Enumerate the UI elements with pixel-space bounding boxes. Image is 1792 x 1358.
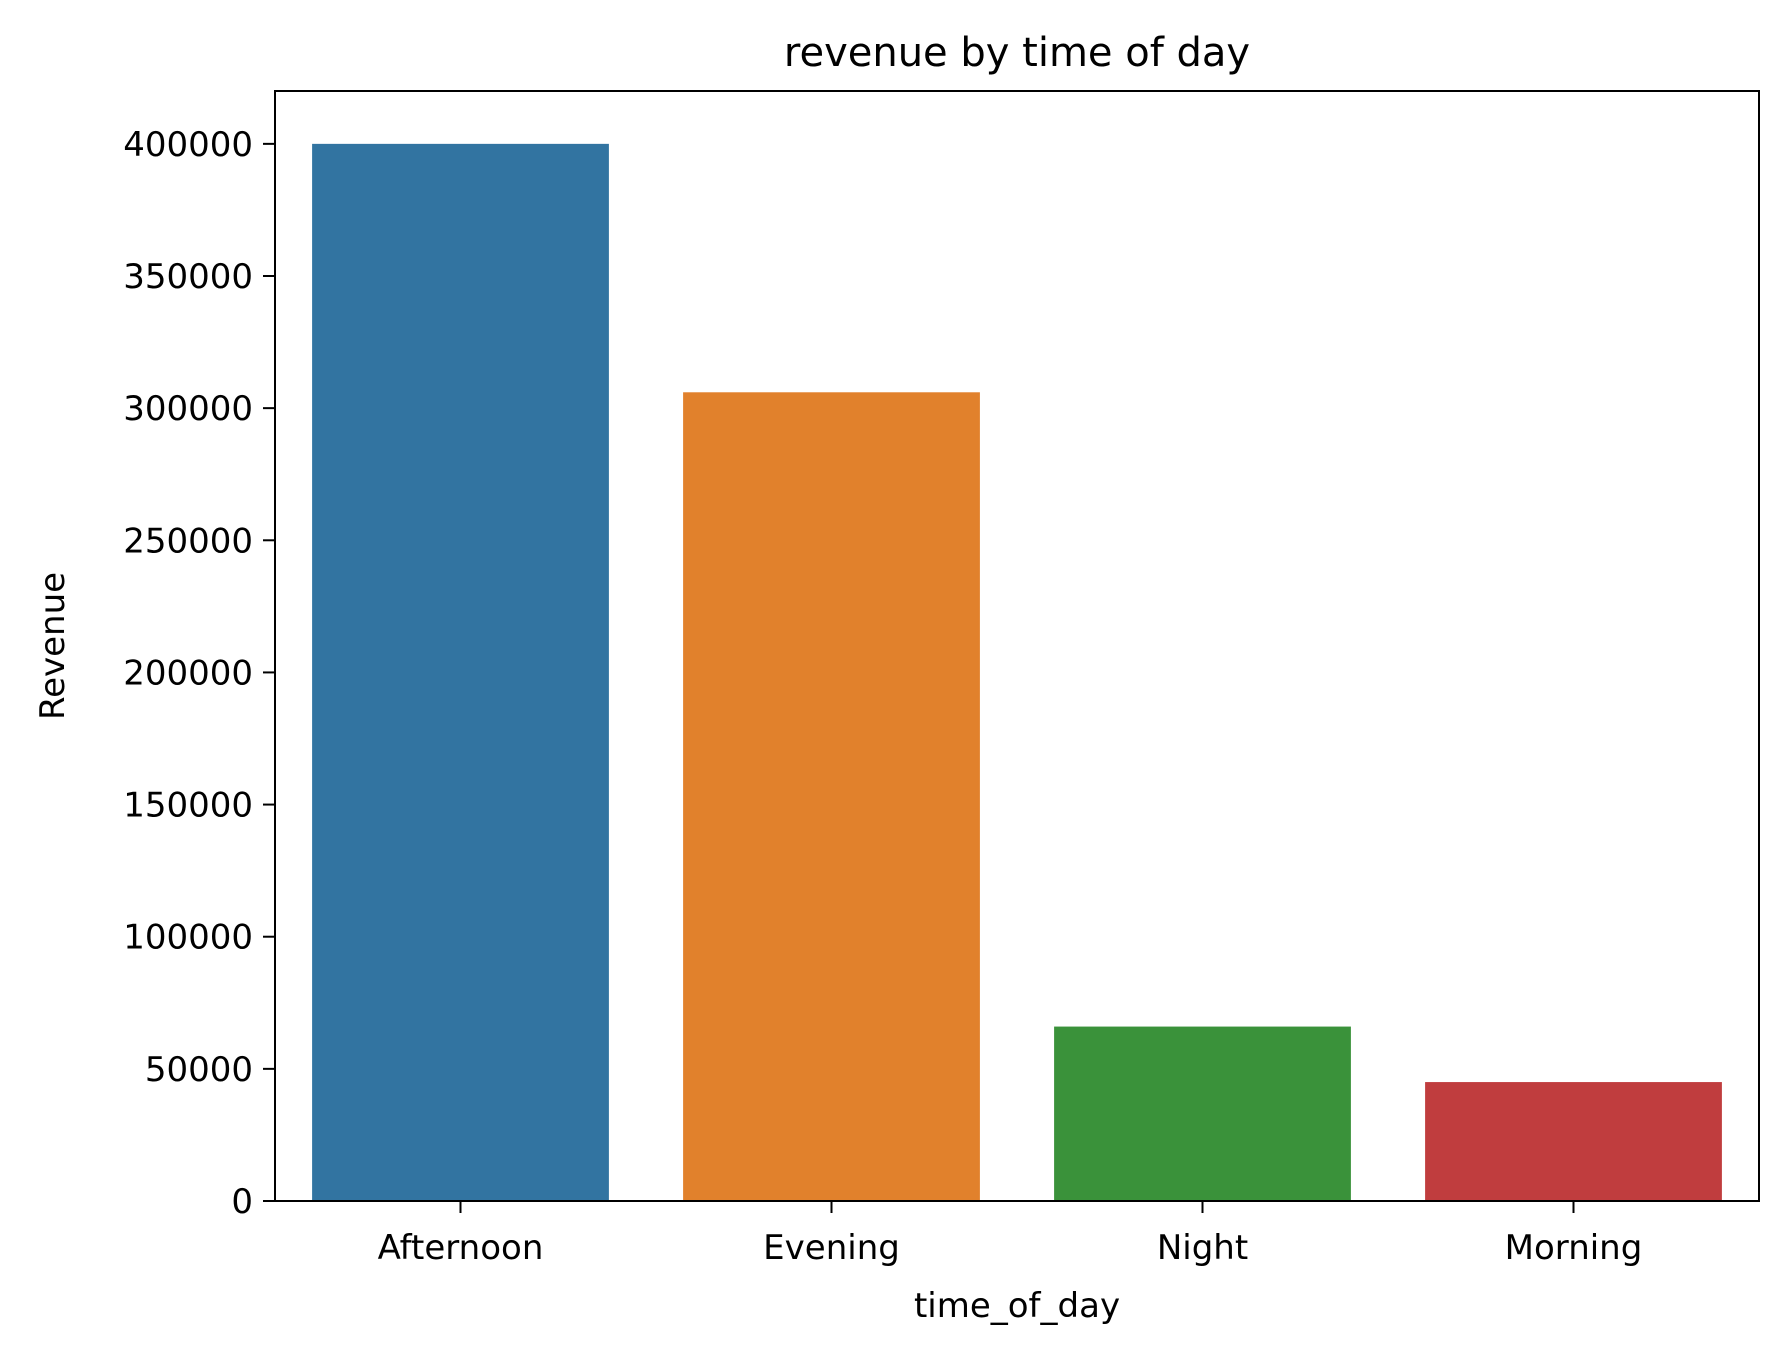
bar-evening	[683, 392, 980, 1201]
y-tick-label: 400000	[123, 125, 253, 165]
bar-afternoon	[312, 144, 609, 1201]
chart-title: revenue by time of day	[784, 30, 1250, 76]
y-tick-label: 250000	[123, 521, 253, 561]
y-axis-label: Revenue	[33, 572, 73, 720]
bar-night	[1054, 1027, 1351, 1201]
y-tick-label: 100000	[123, 918, 253, 958]
y-tick-label: 50000	[145, 1050, 253, 1090]
y-tick-label: 150000	[123, 786, 253, 826]
x-tick-label: Evening	[763, 1228, 900, 1268]
x-tick-label: Night	[1157, 1228, 1248, 1268]
x-tick-label: Afternoon	[378, 1228, 544, 1268]
x-tick-label: Morning	[1505, 1228, 1643, 1268]
bar-morning	[1425, 1082, 1722, 1201]
y-tick-label: 350000	[123, 257, 253, 297]
y-tick-label: 300000	[123, 389, 253, 429]
x-axis-label: time_of_day	[914, 1286, 1120, 1326]
y-tick-label: 200000	[123, 653, 253, 693]
y-tick-label: 0	[231, 1182, 253, 1222]
y-axis-ticks: 0 50000 100000 150000 200000 250000 300000 3500…	[123, 125, 275, 1222]
